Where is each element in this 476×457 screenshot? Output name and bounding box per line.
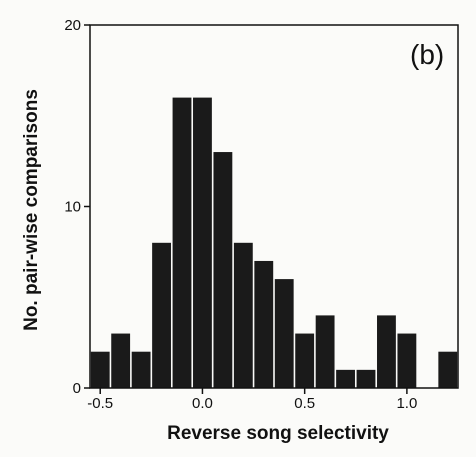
histogram-bar [131,351,151,388]
x-tick-label: 1.0 [396,395,417,412]
y-axis: 0 10 20 [64,17,90,397]
y-tick-label: 20 [64,17,81,34]
x-axis: -0.5 0.0 0.5 1.0 [87,388,417,412]
histogram-bar [111,333,131,388]
histogram-bar [172,97,192,388]
y-tick-label: 0 [73,380,81,397]
histogram-bar [193,97,212,388]
x-axis-title: Reverse song selectivity [167,423,389,444]
x-tick-label: 0.0 [192,395,213,412]
histogram-bar [315,315,335,388]
histogram-bar [438,351,458,388]
panel-label: (b) [410,39,444,70]
histogram-bar [274,279,294,388]
histogram-bar [90,351,110,388]
y-tick-label: 10 [64,199,81,216]
histogram-bar [336,369,355,388]
histogram-bar [397,333,417,388]
histogram-bar [295,333,315,388]
histogram-bar [213,152,233,388]
bars-group [90,97,458,388]
y-axis-title: No. pair-wise comparisons [21,89,42,331]
histogram-bar [377,315,396,388]
x-tick-label: 0.5 [294,395,315,412]
x-tick-label: -0.5 [87,395,113,412]
histogram-bar [233,242,253,388]
histogram-bar [152,242,171,388]
histogram-bar [356,369,376,388]
histogram-bar [254,260,274,388]
